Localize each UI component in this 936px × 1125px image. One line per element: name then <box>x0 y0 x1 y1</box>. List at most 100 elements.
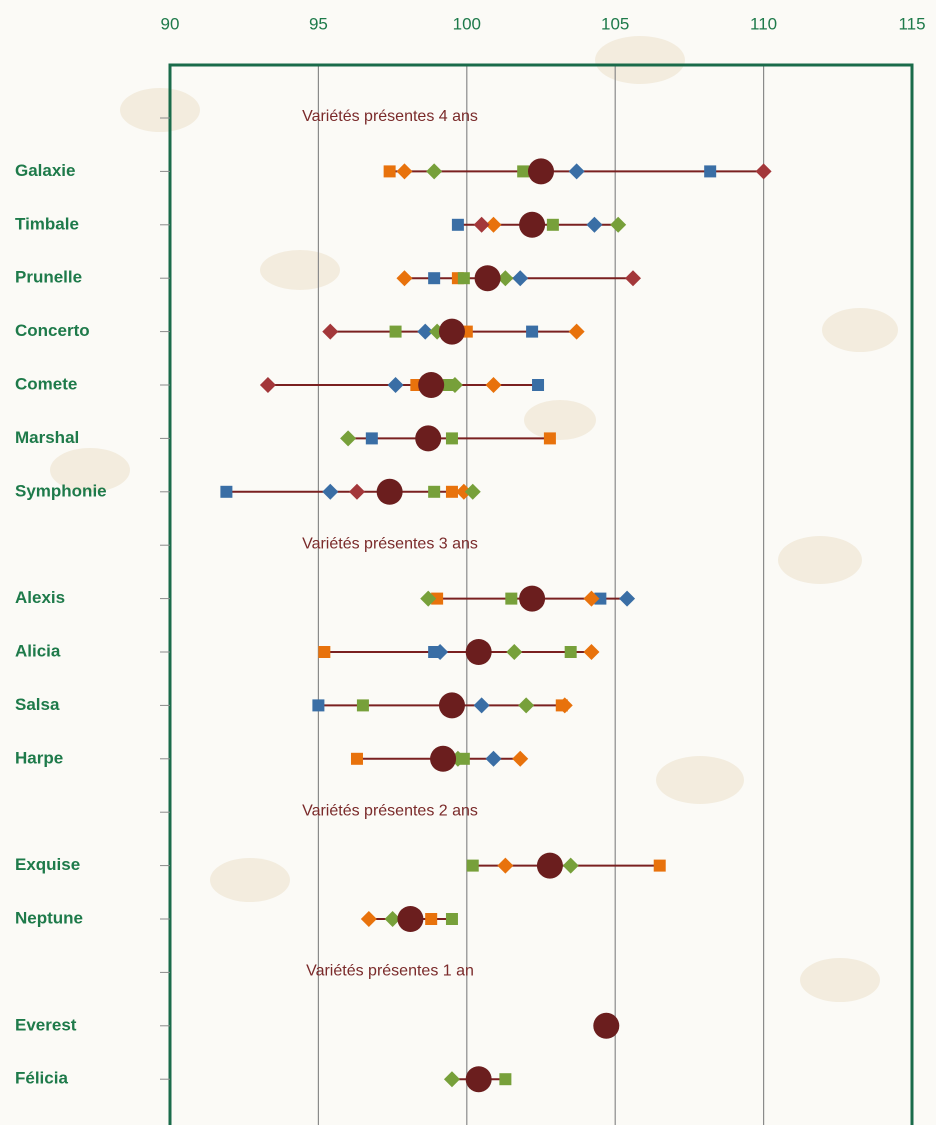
marker-mean <box>528 158 554 185</box>
marker-square <box>526 325 539 338</box>
category-label: Galaxie <box>15 161 76 180</box>
marker-mean <box>430 745 457 772</box>
x-tick-label: 95 <box>309 14 328 33</box>
marker-diamond <box>568 163 585 180</box>
marker-mean <box>418 372 445 398</box>
marker-diamond <box>384 911 401 927</box>
category-label: Exquise <box>15 855 80 874</box>
marker-diamond <box>497 270 514 287</box>
marker-square <box>445 913 458 925</box>
marker-mean <box>519 585 546 612</box>
marker-diamond <box>506 644 523 660</box>
category-label: Neptune <box>15 908 83 927</box>
x-tick-label: 105 <box>601 14 629 33</box>
marker-square <box>428 485 441 498</box>
marker-mean <box>519 211 546 238</box>
marker-square <box>532 379 545 391</box>
marker-diamond <box>485 750 502 767</box>
category-label: Alexis <box>15 588 65 607</box>
marker-diamond <box>426 163 443 180</box>
annotation: Variétés présentes 3 ans <box>302 535 478 552</box>
marker-diamond <box>360 911 377 927</box>
category-label: Timbale <box>15 214 79 233</box>
category-label: Alicia <box>15 641 61 660</box>
category-label: Symphonie <box>15 481 107 500</box>
category-label: Prunelle <box>15 268 82 287</box>
marker-mean <box>465 639 492 665</box>
marker-diamond <box>387 377 404 393</box>
marker-diamond <box>446 377 463 393</box>
marker-square <box>220 485 233 498</box>
marker-mean <box>438 318 465 345</box>
marker-mean <box>397 906 424 932</box>
category-label: Harpe <box>15 748 63 767</box>
marker-diamond <box>396 163 413 180</box>
annotation: Variétés présentes 2 ans <box>302 802 478 819</box>
marker-diamond <box>420 590 437 607</box>
marker-diamond <box>512 270 529 287</box>
marker-diamond <box>586 216 603 233</box>
marker-square <box>517 165 530 178</box>
marker-square <box>704 165 717 178</box>
marker-mean <box>438 692 465 719</box>
marker-diamond <box>455 483 472 500</box>
marker-diamond <box>432 644 449 660</box>
marker-diamond <box>755 163 772 180</box>
marker-diamond <box>464 483 481 500</box>
x-tick-label: 90 <box>161 14 180 33</box>
marker-mean <box>536 852 563 879</box>
marker-square <box>356 699 369 712</box>
marker-diamond <box>583 644 600 660</box>
marker-square <box>389 325 402 338</box>
marker-diamond <box>619 590 636 607</box>
x-tick-label: 110 <box>750 14 777 33</box>
marker-square <box>383 165 396 178</box>
marker-diamond <box>518 697 535 714</box>
marker-square <box>451 218 464 231</box>
marker-diamond <box>610 216 627 233</box>
plot-border <box>168 63 914 1125</box>
marker-diamond <box>485 377 502 393</box>
marker-diamond <box>443 1071 460 1088</box>
marker-square <box>428 272 441 285</box>
category-label: Félicia <box>15 1069 68 1088</box>
marker-diamond <box>417 323 434 340</box>
category-label: Comete <box>15 374 77 393</box>
marker-diamond <box>497 857 514 874</box>
category-label: Concerto <box>15 321 90 340</box>
marker-diamond <box>322 483 339 500</box>
marker-diamond <box>473 216 490 233</box>
marker-square <box>546 218 559 231</box>
marker-square <box>425 913 438 925</box>
x-tick-label: 115 <box>898 14 925 33</box>
marker-mean <box>474 265 501 292</box>
marker-square <box>431 592 444 605</box>
marker-square <box>312 699 325 712</box>
marker-square <box>365 432 378 445</box>
marker-diamond <box>583 590 600 607</box>
marker-square <box>445 485 458 498</box>
marker-diamond <box>259 377 276 393</box>
marker-square <box>318 646 331 658</box>
marker-square <box>505 592 518 605</box>
marker-diamond <box>562 857 579 874</box>
marker-square <box>564 646 577 658</box>
marker-diamond <box>348 483 365 500</box>
marker-square <box>445 432 458 445</box>
annotation: Variétés présentes 4 ans <box>302 108 478 125</box>
marker-diamond <box>322 323 339 340</box>
marker-diamond <box>396 270 413 287</box>
marker-mean <box>593 1012 620 1039</box>
marker-mean <box>465 1066 492 1093</box>
category-label: Salsa <box>15 695 60 714</box>
marker-square <box>499 1073 512 1086</box>
marker-mean <box>415 425 442 452</box>
marker-mean <box>376 478 403 505</box>
marker-square <box>466 859 479 872</box>
marker-diamond <box>625 270 642 287</box>
marker-square <box>350 752 363 765</box>
marker-diamond <box>473 697 490 714</box>
marker-diamond <box>568 323 585 340</box>
marker-diamond <box>485 216 502 233</box>
